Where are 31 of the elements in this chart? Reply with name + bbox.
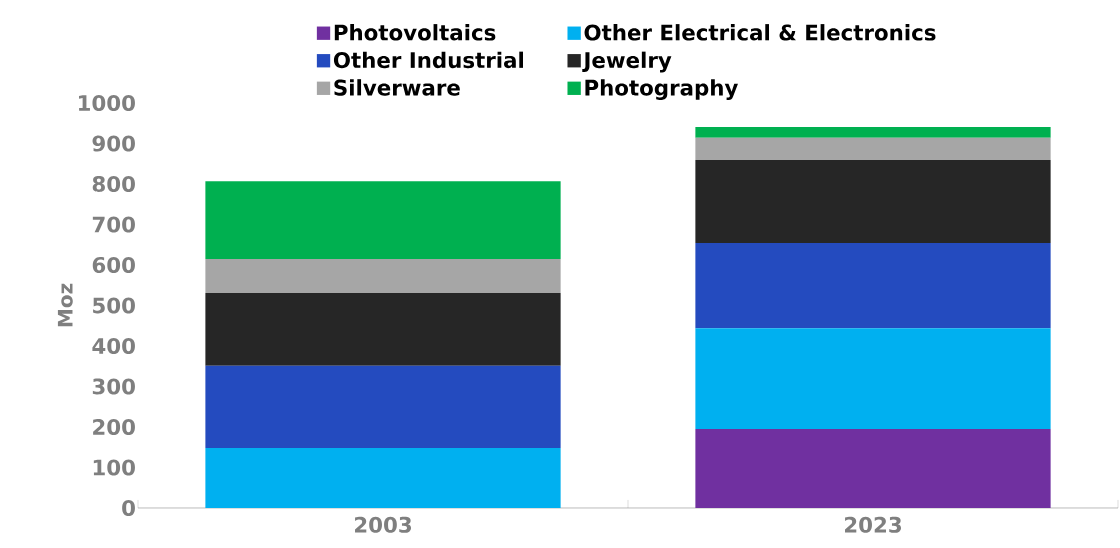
bar <box>205 292 561 366</box>
bar <box>205 258 561 293</box>
bar <box>205 365 561 449</box>
x-tick-label: 2023 <box>845 516 902 533</box>
legend-label: Photography <box>585 79 738 100</box>
y-tick-label: 900 <box>92 135 135 152</box>
y-tick-label: 100 <box>93 459 135 476</box>
bar <box>695 243 1051 329</box>
legend-label: Jewelry <box>582 51 672 73</box>
y-tick-label: 400 <box>92 337 135 355</box>
legend-label: Other Electrical & Electronics <box>584 24 936 41</box>
y-tick-label: 600 <box>92 256 135 274</box>
bar <box>695 137 1051 161</box>
legend-label: Other Industrial <box>333 51 524 69</box>
y-tick-label: 0 <box>122 499 135 517</box>
bar <box>205 448 561 508</box>
legend-label: Photovoltaics <box>334 24 496 41</box>
bar <box>205 181 561 259</box>
y-tick-label: 1000 <box>79 94 135 112</box>
bar <box>695 328 1051 430</box>
bar <box>695 429 1051 508</box>
y-tick-label: 300 <box>92 378 135 395</box>
x-tick-label: 2003 <box>355 516 412 533</box>
y-tick-label: 800 <box>92 175 135 193</box>
y-tick-label: 200 <box>93 418 135 436</box>
legend-label: Silverware <box>334 79 460 96</box>
bar <box>695 160 1051 244</box>
y-axis-title: Moz <box>57 283 73 327</box>
y-tick-label: 500 <box>93 297 135 314</box>
y-tick-label: 700 <box>92 216 135 233</box>
bar <box>695 126 1051 138</box>
